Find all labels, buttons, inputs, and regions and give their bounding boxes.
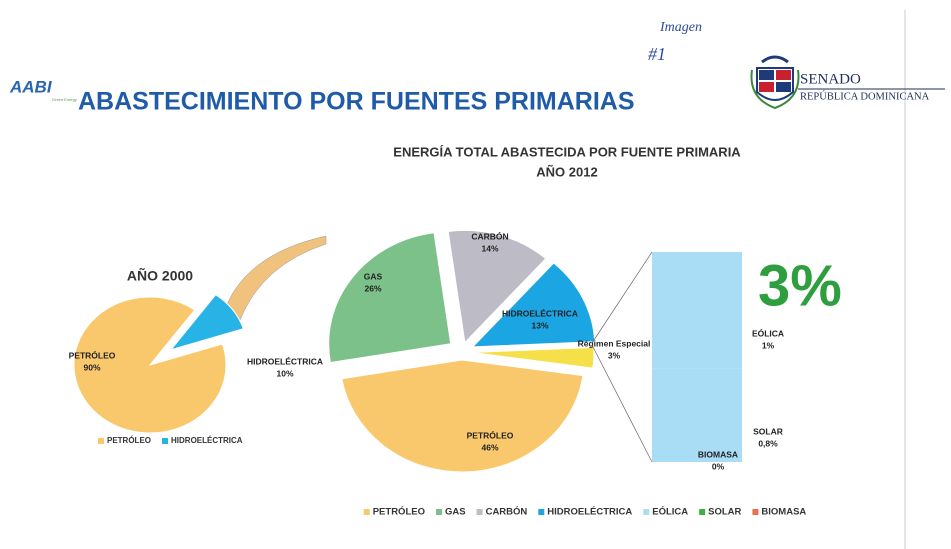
segment-value-label: 0% xyxy=(712,461,725,471)
legend-swatch xyxy=(752,509,759,515)
slice-value-label: 3% xyxy=(608,350,621,360)
logo-sub: Green Energy xyxy=(52,97,77,102)
legend-label: PETRÓLEO xyxy=(107,436,151,445)
legend-swatch xyxy=(162,438,169,444)
pie-slice xyxy=(471,262,596,348)
zoom-connector xyxy=(221,235,327,321)
pie-slice xyxy=(169,294,244,351)
handwriting: Imagen xyxy=(659,20,702,35)
segment-label: SOLAR xyxy=(753,426,783,436)
legend-label: HIDROELÉCTRICA xyxy=(547,507,632,518)
legend-label: BIOMASA xyxy=(761,507,806,518)
chart-title: AÑO 2000 xyxy=(127,267,193,284)
segment-label: BIOMASA xyxy=(698,449,738,459)
segment-value-label: 1% xyxy=(762,340,775,350)
slice-label: HIDROELÉCTRICA xyxy=(502,308,578,318)
legend-label: PETRÓLEO xyxy=(373,506,425,518)
slice-label: PETRÓLEO xyxy=(69,349,116,360)
legend-label: CARBÓN xyxy=(486,506,528,518)
slice-label: CARBÓN xyxy=(471,230,508,241)
total-annotation: 3% xyxy=(758,253,842,318)
legend-swatch xyxy=(643,509,650,515)
legend-label: HIDROELÉCTRICA xyxy=(171,436,243,445)
pie-slice xyxy=(73,296,227,434)
slice-value-label: 26% xyxy=(364,283,381,293)
handwriting: #1 xyxy=(648,44,666,64)
page-title: ABASTECIMIENTO POR FUENTES PRIMARIAS xyxy=(78,88,635,116)
pie-slice xyxy=(341,359,584,473)
legend-swatch xyxy=(435,509,442,515)
slice-value-label: 10% xyxy=(276,368,293,378)
slice-value-label: 90% xyxy=(83,362,100,372)
slice-value-label: 14% xyxy=(481,243,498,253)
chart-subtitle: AÑO 2012 xyxy=(536,164,597,179)
legend-label: SOLAR xyxy=(708,507,741,518)
slice-value-label: 13% xyxy=(531,320,548,330)
slice-label: HIDROELÉCTRICA xyxy=(247,356,323,366)
legend-swatch xyxy=(538,509,545,515)
slice-label: GAS xyxy=(364,271,383,281)
pie-slice xyxy=(471,346,595,369)
chart-title: ENERGÍA TOTAL ABASTECIDA POR FUENTE PRIM… xyxy=(393,144,741,159)
connector xyxy=(591,344,653,463)
column-segment xyxy=(652,252,742,369)
segment-label: EÓLICA xyxy=(752,327,784,338)
legend-swatch xyxy=(363,509,370,515)
logo: AABI xyxy=(9,77,53,96)
segment-value-label: 0,8% xyxy=(758,438,778,448)
legend-swatch xyxy=(476,509,483,515)
slice-value-label: 46% xyxy=(481,442,498,452)
legend-swatch xyxy=(98,438,104,444)
legend-label: GAS xyxy=(445,507,466,518)
legend-label: EÓLICA xyxy=(652,506,688,518)
pie-slice xyxy=(328,232,452,364)
legend-swatch xyxy=(699,509,706,515)
org-sub: REPÚBLICA DOMINICANA xyxy=(800,90,930,102)
connector xyxy=(591,251,653,344)
senado-emblem xyxy=(750,55,800,110)
column-segment xyxy=(652,368,742,462)
pie-slice xyxy=(447,229,547,344)
slice-label: Régimen Especial xyxy=(578,338,651,348)
slice-label: PETRÓLEO xyxy=(467,429,514,440)
org-name: SENADO xyxy=(800,71,861,87)
